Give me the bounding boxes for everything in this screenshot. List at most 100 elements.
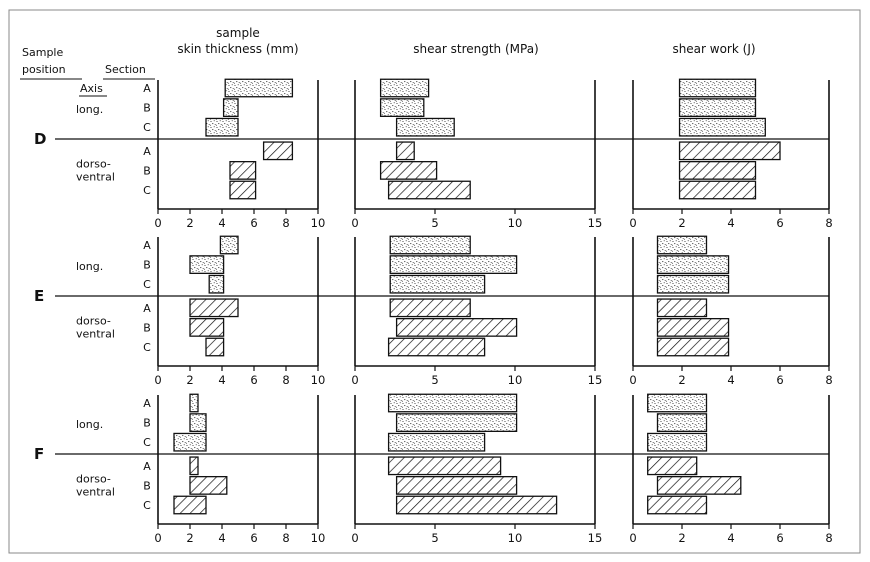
- panel-title-work: shear work (J): [672, 42, 755, 56]
- panel-title-thickness-line2: skin thickness (mm): [177, 42, 298, 56]
- panel-title-thickness-line1: sample: [216, 26, 260, 40]
- strength-tick-label: 5: [431, 373, 438, 387]
- thickness-tick-label: 4: [218, 531, 225, 545]
- strength-tick-label: 10: [508, 373, 523, 387]
- work-bar-d-dv-a: [678, 141, 781, 161]
- section-label-a: A: [143, 145, 151, 158]
- section-label-a: A: [143, 302, 151, 315]
- work-bar-e-dv-a: [656, 298, 708, 318]
- strength-bar-f-dv-a: [387, 456, 502, 476]
- thickness-bar-d-dv-c: [229, 180, 257, 200]
- section-label: Section: [105, 63, 146, 76]
- work-bar-f-long-b: [656, 413, 708, 433]
- thickness-tick-label: 0: [154, 531, 161, 545]
- work-bar-d-dv-b: [678, 160, 757, 180]
- work-bar-d-long-a: [678, 78, 757, 98]
- work-tick-label: 6: [776, 373, 783, 387]
- thickness-tick-label: 8: [282, 373, 289, 387]
- thickness-tick-label: 4: [218, 216, 225, 230]
- work-tick-label: 8: [825, 216, 832, 230]
- thickness-bar-e-dv-b: [189, 317, 225, 337]
- thickness-bar-f-long-b: [189, 413, 207, 433]
- thickness-bar-f-long-a: [189, 393, 199, 413]
- strength-tick-label: 5: [431, 531, 438, 545]
- section-label-c: C: [143, 121, 151, 134]
- thickness-bar-d-dv-a: [262, 141, 294, 161]
- thickness-tick-label: 6: [250, 373, 257, 387]
- section-label-b: B: [143, 479, 151, 492]
- strength-bar-f-dv-b: [395, 475, 518, 495]
- figure-frame: [8, 9, 861, 554]
- work-bar-e-long-b: [656, 255, 730, 275]
- axis-group-label: ventral: [76, 171, 115, 184]
- thickness-tick-label: 10: [311, 216, 326, 230]
- thickness-bar-e-long-b: [189, 255, 225, 275]
- work-tick-label: 6: [776, 216, 783, 230]
- work-bar-d-long-b: [678, 98, 757, 117]
- section-label-c: C: [143, 499, 151, 512]
- panel-title-strength: shear strength (MPa): [413, 42, 538, 56]
- section-label-c: C: [143, 341, 151, 354]
- section-label-b: B: [143, 417, 151, 430]
- axis-group-label: ventral: [76, 486, 115, 499]
- sample-position-f: F: [34, 445, 44, 463]
- work-tick-label: 2: [678, 531, 685, 545]
- thickness-bar-f-dv-a: [189, 456, 199, 476]
- section-label-a: A: [143, 82, 151, 95]
- work-tick-label: 0: [629, 531, 636, 545]
- thickness-bar-f-dv-b: [189, 475, 228, 495]
- axis-group-label: long.: [76, 260, 103, 273]
- thickness-bar-e-long-a: [219, 235, 239, 255]
- strength-bar-d-long-a: [379, 78, 430, 98]
- strength-tick-label: 0: [351, 373, 358, 387]
- thickness-tick-label: 0: [154, 373, 161, 387]
- work-bar-e-long-a: [656, 235, 708, 255]
- work-bar-f-long-a: [647, 393, 708, 413]
- work-tick-label: 4: [727, 531, 734, 545]
- thickness-bar-d-long-b: [222, 98, 239, 117]
- thickness-tick-label: 10: [311, 373, 326, 387]
- work-bar-f-dv-c: [647, 495, 708, 515]
- thickness-tick-label: 10: [311, 531, 326, 545]
- strength-bar-f-long-b: [395, 413, 518, 433]
- sample-position-label-line1: Sample: [22, 46, 63, 59]
- axis-group-label: ventral: [76, 328, 115, 341]
- strength-bar-f-dv-c: [395, 495, 558, 515]
- thickness-tick-label: 2: [186, 373, 193, 387]
- sample-position-label-line2: position: [22, 63, 66, 76]
- work-tick-label: 0: [629, 373, 636, 387]
- axis-group-label: dorso-: [76, 315, 111, 328]
- thickness-bar-e-long-c: [208, 274, 225, 294]
- work-bar-f-dv-b: [656, 475, 742, 495]
- thickness-tick-label: 6: [250, 216, 257, 230]
- strength-bar-d-long-b: [379, 98, 425, 117]
- section-label-a: A: [143, 239, 151, 252]
- work-tick-label: 0: [629, 216, 636, 230]
- thickness-tick-label: 6: [250, 531, 257, 545]
- strength-bar-e-dv-b: [395, 317, 518, 337]
- strength-tick-label: 15: [588, 216, 603, 230]
- strength-tick-label: 15: [588, 531, 603, 545]
- work-bar-e-dv-c: [656, 337, 730, 357]
- thickness-tick-label: 8: [282, 531, 289, 545]
- thickness-bar-e-dv-c: [205, 337, 225, 357]
- work-bar-f-dv-a: [647, 456, 698, 476]
- thickness-bar-f-dv-c: [173, 495, 207, 515]
- section-label-c: C: [143, 184, 151, 197]
- strength-bar-e-long-a: [389, 235, 471, 255]
- axis-label: Axis: [80, 82, 103, 95]
- thickness-bar-e-dv-a: [189, 298, 239, 318]
- work-tick-label: 8: [825, 531, 832, 545]
- axis-group-label: dorso-: [76, 473, 111, 486]
- strength-tick-label: 0: [351, 216, 358, 230]
- section-label-c: C: [143, 436, 151, 449]
- strength-bar-e-dv-c: [387, 337, 486, 357]
- thickness-tick-label: 8: [282, 216, 289, 230]
- thickness-tick-label: 2: [186, 216, 193, 230]
- work-bar-d-long-c: [678, 117, 766, 137]
- strength-bar-e-long-b: [389, 255, 518, 275]
- strength-bar-f-long-c: [387, 432, 486, 452]
- thickness-bar-f-long-c: [173, 432, 207, 452]
